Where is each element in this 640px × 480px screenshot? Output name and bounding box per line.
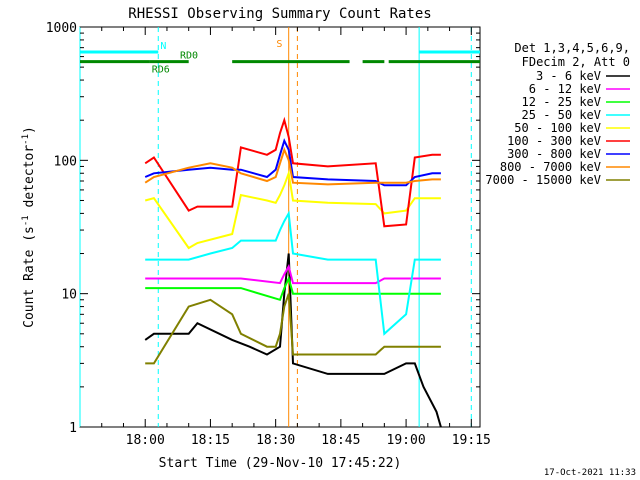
state-bars: N RD6 RD0 S [80, 39, 480, 76]
series-line-3 [145, 210, 441, 336]
series-line-0 [144, 253, 442, 428]
x-tick-label-3: 18:45 [321, 433, 360, 448]
series-line-5 [144, 116, 441, 228]
series-line-4 [144, 169, 441, 250]
x-tick-label-0: 18:00 [126, 433, 165, 448]
legend-label-6: 300 - 800 keV [507, 147, 601, 161]
legend-label-7: 800 - 7000 keV [500, 160, 601, 174]
series-line-8 [145, 293, 441, 365]
y-axis-label-end: ) [22, 126, 37, 134]
vertical-markers [79, 27, 472, 427]
legend-label-0: 3 - 6 keV [536, 69, 601, 83]
y-axis-ticks: 1 10 100 1000 [46, 21, 480, 436]
legend-label-4: 50 - 100 keV [514, 121, 601, 135]
x-tick-label-4: 19:00 [387, 433, 426, 448]
legend-label-1: 6 - 12 keV [529, 82, 601, 96]
x-tick-label-2: 18:30 [256, 433, 295, 448]
x-axis-ticks: 18:00 18:15 18:30 18:45 19:00 19:15 [101, 27, 491, 448]
x-tick-label-1: 18:15 [191, 433, 230, 448]
chart-title: RHESSI Observing Summary Count Rates [128, 6, 431, 22]
y-tick-label-3: 1000 [46, 21, 77, 36]
legend-label-8: 7000 - 15000 keV [485, 173, 601, 187]
y-tick-label-1: 10 [61, 288, 77, 303]
series-line-6 [144, 138, 441, 187]
y-axis-label-rest: detector [22, 145, 37, 216]
x-axis-label: Start Time (29-Nov-10 17:45:22) [159, 456, 402, 471]
y-axis-label-main: Count Rate (s [22, 226, 37, 328]
series-line-7 [144, 146, 441, 186]
y-axis-label-sup2: -1 [21, 134, 31, 145]
state-bar-label-0-0: N [160, 41, 166, 52]
legend-header-line-1: Det 1,3,4,5,6,9, [514, 41, 630, 55]
state-bar-label-1-0: RD6 [152, 65, 170, 76]
series-layer [144, 116, 442, 428]
y-tick-label-0: 1 [69, 421, 77, 436]
series-line-1 [145, 263, 441, 285]
x-tick-label-5: 19:15 [452, 433, 491, 448]
legend-label-2: 12 - 25 keV [522, 95, 601, 109]
legend-header-line-2: FDecim 2, Att 0 [522, 55, 630, 69]
state-bar-label-1-1: RD0 [180, 51, 198, 62]
legend-label-5: 100 - 300 keV [507, 134, 601, 148]
footer-date: 17-Oct-2021 11:33 [544, 468, 636, 478]
legend-label-3: 25 - 50 keV [522, 108, 601, 122]
y-axis-label-sup: -1 [21, 215, 31, 226]
y-tick-label-2: 100 [54, 154, 77, 169]
legend: Det 1,3,4,5,6,9, FDecim 2, Att 0 3 - 6 k… [485, 41, 630, 187]
y-axis-label: Count Rate (s-1 detector-1) [21, 126, 37, 328]
plot-frame [79, 26, 481, 428]
saa-label: S [276, 39, 282, 50]
